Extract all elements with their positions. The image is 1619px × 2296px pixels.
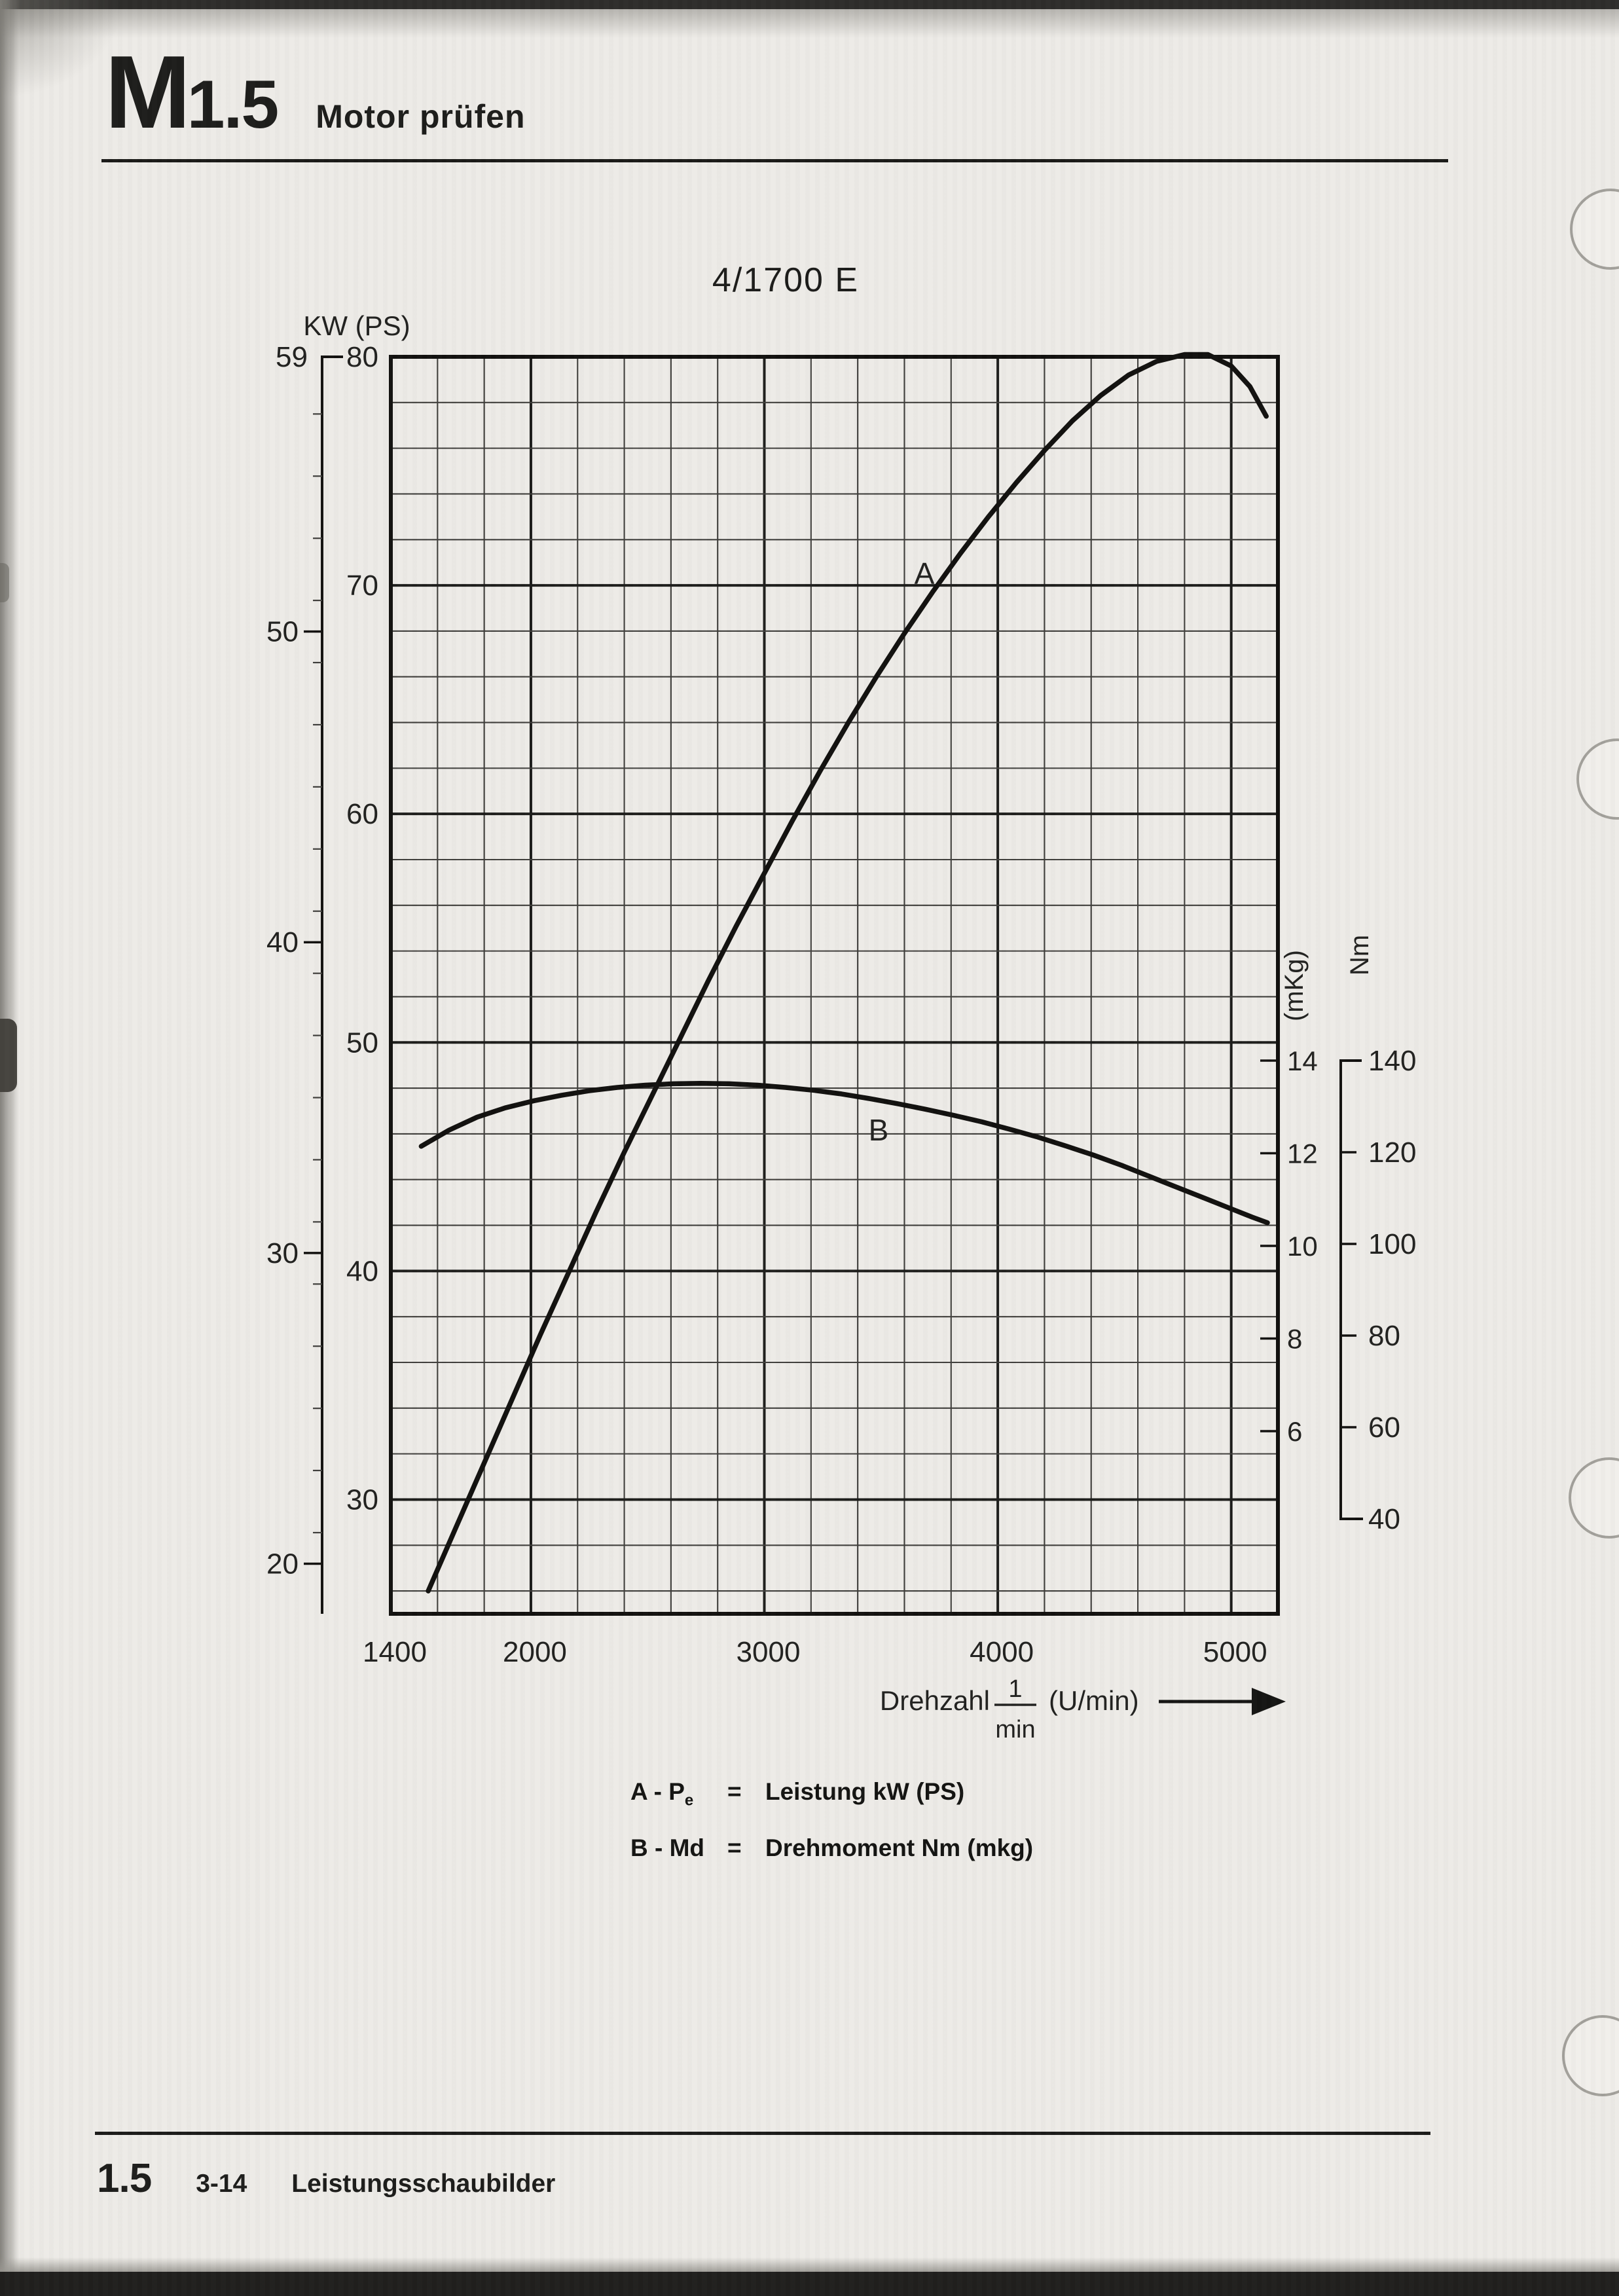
kw-tick-label: 50 [266,616,299,648]
mkg-axis-label: (mKg) [1280,950,1309,1021]
footer-section: 1.5 [97,2156,152,2201]
x-axis-title: Drehzahl 1 min (U/min) [880,1675,1286,1743]
mkg-tick-label: 12 [1287,1139,1318,1169]
page-header: M 1.5 Motor prüfen [105,41,525,144]
x-tick-labels: 1400 2000 3000 4000 5000 [363,1636,1267,1668]
ps-tick-label: 70 [346,570,378,602]
punch-hole-3 [1569,1457,1619,1539]
x-axis-word: Drehzahl [880,1685,990,1716]
legend-eq-a: = [727,1778,742,1805]
legend-key-b: B - Md [630,1834,705,1862]
kw-axis: 80 70 60 50 40 30 59 50 40 30 20 [266,341,378,1614]
kw-tick-label: 40 [266,926,299,958]
ps-tick-label: 30 [346,1484,378,1516]
x-tick-label: 4000 [970,1636,1034,1668]
mkg-tick-label: 8 [1287,1324,1302,1355]
nm-tick-label: 140 [1368,1045,1416,1077]
curves [418,352,1270,1594]
chart-title: 4/1700 E [712,261,860,299]
kw-tick-label: 20 [266,1548,299,1580]
x-tick-label: 5000 [1203,1636,1267,1668]
scan-corner-blotch [0,0,124,98]
x-tick-label: 1400 [363,1636,427,1668]
section-number: 1.5 [187,67,280,143]
footer-page-number: 3-14 [196,2170,247,2198]
x-axis-arrow-icon [1159,1688,1286,1715]
scan-artifact-blob [0,1019,17,1092]
legend-text-b: Drehmoment Nm (mkg) [765,1834,1034,1862]
scan-edge-left [0,0,20,2296]
grid-lines [391,357,1278,1614]
x-axis-frac-bottom: min [995,1716,1035,1743]
punch-hole-4 [1562,2015,1619,2096]
plot-border [389,355,1280,1616]
mkg-tick-label: 10 [1287,1231,1318,1262]
curve-a-label: A [915,556,935,591]
x-axis-unit: (U/min) [1049,1685,1139,1716]
chart-legend: A - Pe = Leistung kW (PS) B - Md = Drehm… [630,1778,1033,1891]
x-tick-label: 3000 [737,1636,801,1668]
nm-axis-label: Nm [1345,935,1374,975]
nm-axis-line [1339,1059,1363,1520]
mkg-tick-label: 6 [1287,1416,1302,1447]
scan-edge-top [0,0,1619,9]
section-title: Motor prüfen [316,98,526,135]
y-left-axis-label: KW (PS) [303,310,410,341]
x-axis-frac-top: 1 [1008,1675,1022,1703]
scan-edge-bottom-smear [0,2257,1619,2273]
kw-tick-label: 30 [266,1237,299,1269]
legend-key-a: A - Pe [630,1778,694,1810]
legend-text-a: Leistung kW (PS) [765,1778,965,1805]
punch-hole-1 [1570,189,1619,270]
nm-tick-label: 100 [1368,1228,1416,1260]
section-letter: M [105,35,191,150]
scan-artifact-blob-small [0,563,9,602]
ps-tick-label: 40 [346,1255,378,1287]
kw-axis-line [321,355,343,1614]
ps-tick-label: 80 [346,341,378,373]
footer-title: Leistungsschaubilder [291,2170,556,2198]
page-footer: 1.5 3-14 Leistungsschaubilder [97,2155,555,2202]
curve-b [418,1080,1270,1226]
curve-a [426,352,1269,1594]
legend-row-b: B - Md = Drehmoment Nm (mkg) [630,1834,1033,1866]
ps-tick-label: 50 [346,1027,378,1059]
nm-tick-label: 80 [1368,1320,1400,1352]
nm-tick-label: 40 [1368,1503,1400,1535]
mkg-axis: 14 12 10 8 6 [1260,1046,1318,1447]
legend-row-a: A - Pe = Leistung kW (PS) [630,1778,1033,1810]
legend-eq-b: = [727,1834,742,1862]
scan-edge-bottom [0,2272,1619,2296]
footer-rule [95,2132,1430,2135]
nm-tick-label: 60 [1368,1412,1400,1444]
ps-tick-label: 60 [346,798,378,830]
nm-axis: 140 120 100 80 60 40 [1339,1045,1416,1535]
x-tick-label: 2000 [503,1636,567,1668]
nm-tick-label: 120 [1368,1137,1416,1169]
header-rule [101,159,1448,162]
curve-b-label: B [869,1113,889,1147]
kw-tick-label: 59 [276,341,308,373]
plot-frame [389,355,1280,1616]
scan-edge-top-fade [0,9,1619,38]
punch-hole-2 [1576,738,1619,820]
mkg-tick-label: 14 [1287,1046,1318,1076]
